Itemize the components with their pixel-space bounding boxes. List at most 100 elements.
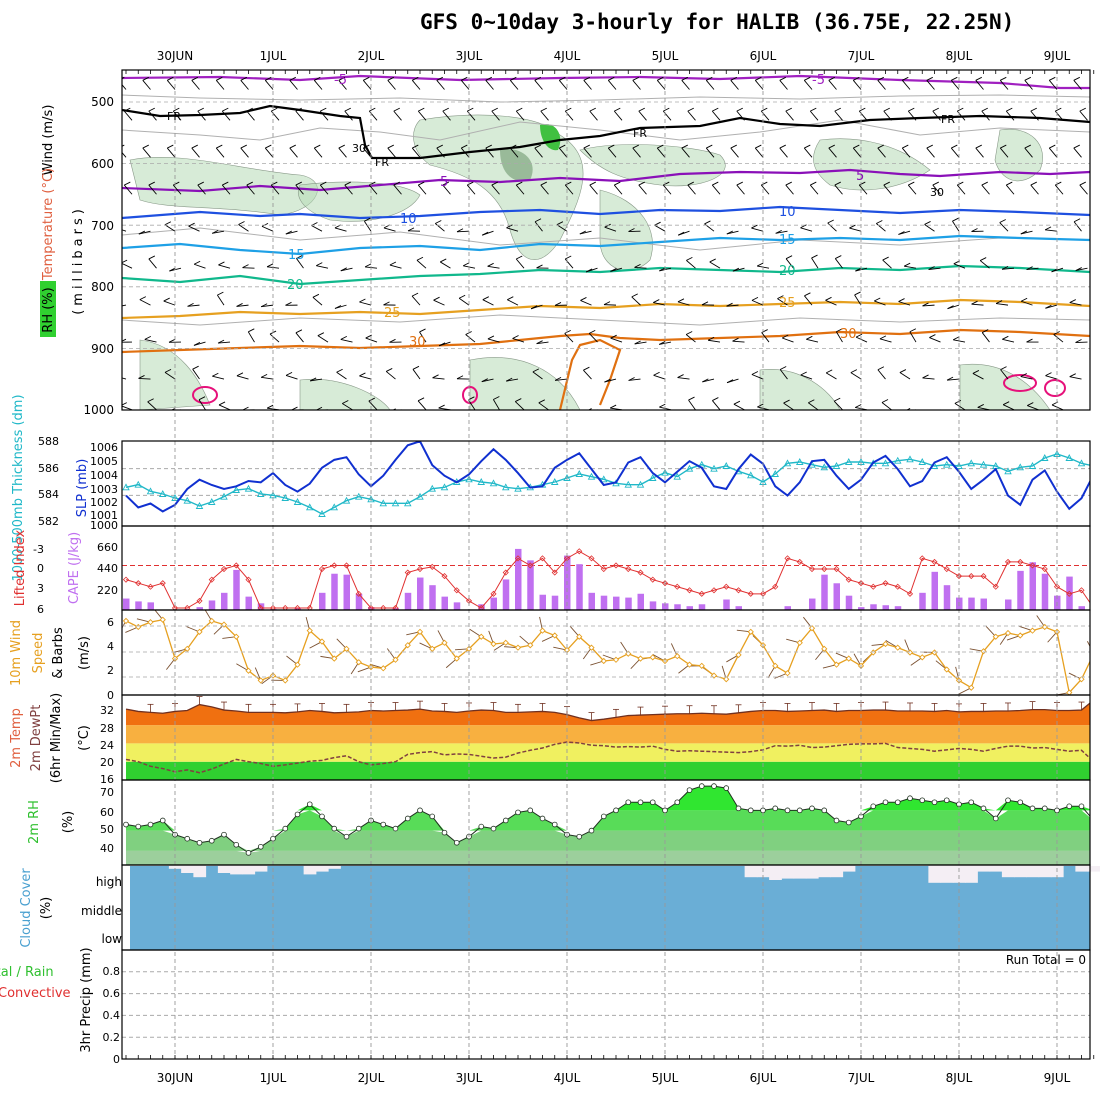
wind-barb-flag (902, 76, 909, 81)
wind-barb (289, 147, 298, 158)
wind-barb-flag (359, 372, 366, 377)
wind-barb (953, 339, 966, 343)
wind-barb-flag (1020, 230, 1028, 235)
wind-barb-flag (603, 301, 611, 306)
wind-barb (417, 400, 427, 410)
wind-barb (785, 110, 794, 121)
wind-barb-flag (687, 181, 694, 186)
lifted-index-marker (955, 573, 963, 580)
wind-barb (803, 80, 813, 90)
wind-barb (1079, 184, 1088, 195)
wind-barb-flag (295, 329, 303, 334)
wind-speed-marker (453, 655, 460, 662)
wind-speed-marker (1091, 651, 1096, 656)
date-label: 2JUL (358, 49, 385, 63)
wind-barb (981, 184, 990, 195)
lifted-index-marker (220, 565, 228, 573)
rh-marker (1091, 818, 1096, 823)
wind-barb-flag (364, 217, 371, 222)
cape-bar (919, 592, 926, 610)
wind-barb (540, 184, 549, 195)
cloud-clear (793, 866, 807, 879)
wind-barb (979, 260, 990, 269)
wind-barb (852, 80, 862, 90)
thickness-marker (1065, 454, 1074, 461)
rh-legend-swatch (40, 281, 56, 337)
wind-barb (883, 184, 892, 195)
rh-marker (184, 835, 191, 842)
wind-barb (726, 304, 739, 307)
date-label: 8JUL (946, 49, 973, 63)
wind-barb-flag (972, 370, 980, 374)
rh-shading (413, 114, 584, 260)
wind-barb (555, 378, 568, 381)
thickness-tick: 584 (38, 488, 59, 501)
wind-barb (166, 80, 176, 90)
wind-barb-flag (1049, 76, 1056, 81)
lifted-index-marker (845, 576, 852, 583)
wind-barb (338, 147, 347, 158)
wind-barb-flag (487, 335, 495, 340)
wind-barb (344, 110, 353, 121)
wind-barb (434, 223, 445, 232)
date-label: 7JUL (848, 1071, 875, 1085)
cape-bar (123, 598, 130, 610)
lifted-index-marker (931, 558, 938, 565)
wind-barb-flag (540, 181, 547, 186)
wind-barb (953, 263, 966, 269)
cloud-clear (230, 866, 243, 875)
wind-barb (411, 295, 421, 306)
lifted-index-marker (527, 562, 534, 569)
cape-bar (441, 596, 448, 610)
wind-barb (924, 224, 935, 232)
cloud-clear (842, 866, 856, 872)
wind-barb-flag (392, 408, 396, 410)
wind-barb-flag (1000, 366, 1007, 371)
wind-barb-flag (929, 334, 936, 338)
thickness-marker (918, 458, 927, 465)
wind-barb (313, 147, 323, 158)
wind-barb-flag (1026, 338, 1033, 343)
wind-barb (172, 184, 182, 195)
cape-axis: -3 0 3 6 660 440 220 Lifted Index CAPE (… (13, 529, 118, 616)
wind-barb-flag (438, 342, 446, 347)
thickness-marker (367, 495, 375, 503)
wind-barb (1030, 184, 1039, 195)
precip-tick: 0 (113, 1053, 120, 1066)
date-label: 1JUL (260, 1071, 287, 1085)
wind-barb (981, 332, 990, 343)
rh-marker (588, 827, 595, 834)
wind-barb (368, 400, 378, 410)
wind-barb-flag (365, 334, 372, 339)
wind-barb-flag (712, 397, 719, 401)
wind-barb (564, 258, 574, 269)
wind-barb (1005, 184, 1015, 195)
wind-barb (512, 338, 525, 343)
wind-barb-flag (688, 396, 695, 401)
wind-barb-flag (663, 107, 670, 112)
cape-bar (870, 604, 877, 610)
rh-axis: 70 60 50 40 2m RH (%) (27, 786, 114, 855)
wind-barb (1079, 110, 1088, 121)
contour-25 (122, 298, 1090, 320)
wind-barb (950, 147, 960, 158)
wind-speed-marker (490, 640, 497, 648)
wind-barb (218, 341, 231, 344)
wind-barb (412, 369, 421, 380)
rh-marker (625, 799, 632, 806)
wind-barb (803, 147, 813, 158)
wind-barb-flag (485, 144, 492, 149)
wind-barb-flag (240, 144, 247, 149)
temp-line (125, 702, 1090, 722)
wind-barb-flag (338, 76, 345, 81)
wind-barb-flag (1073, 76, 1080, 81)
wind-barb (458, 297, 470, 306)
wind-barb (212, 375, 225, 380)
rh-marker (196, 839, 203, 846)
wind-barb-flag (1002, 335, 1009, 340)
panel-frame (121, 69, 1091, 411)
cloud-clear (181, 866, 194, 873)
wind-barb (677, 377, 690, 380)
wind-barb-flag (929, 411, 935, 414)
wind-barb (687, 184, 696, 195)
